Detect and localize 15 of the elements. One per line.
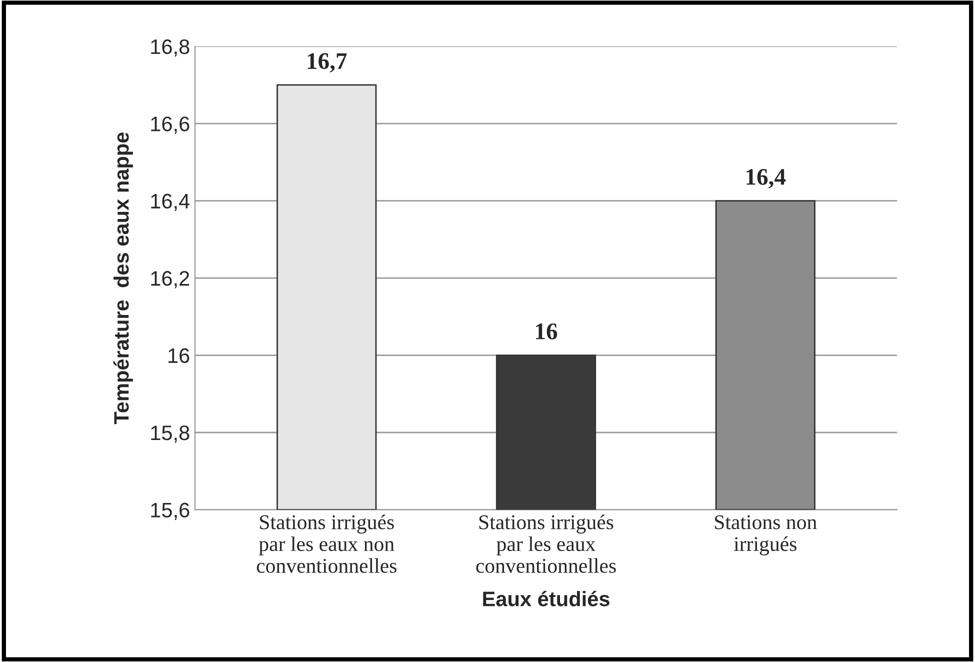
y-axis-title: Température des eaux nappe [113, 132, 133, 424]
y-tick-label: 16 [168, 348, 190, 364]
x-tick-label: Stations irrigués par les eaux non conventionnelles [256, 514, 396, 573]
data-label: 16,7 [308, 53, 347, 72]
y-tick-label: 15,6 [151, 502, 190, 520]
x-tick-label: Stations non irrigués [714, 515, 817, 556]
y-tick-label: 16,2 [151, 271, 190, 288]
y-tick-label: 16,6 [151, 116, 190, 134]
x-axis-title: Eaux étudiés [483, 590, 610, 606]
y-tick-label: 15,8 [151, 426, 190, 443]
x-tick-label: Stations irrigués par les eaux conventionnelles [476, 514, 616, 573]
y-tick-label: 16,8 [151, 39, 190, 57]
data-label: 16 [536, 324, 558, 340]
data-label: 16,4 [746, 169, 786, 188]
y-tick-label: 16,4 [151, 194, 190, 212]
